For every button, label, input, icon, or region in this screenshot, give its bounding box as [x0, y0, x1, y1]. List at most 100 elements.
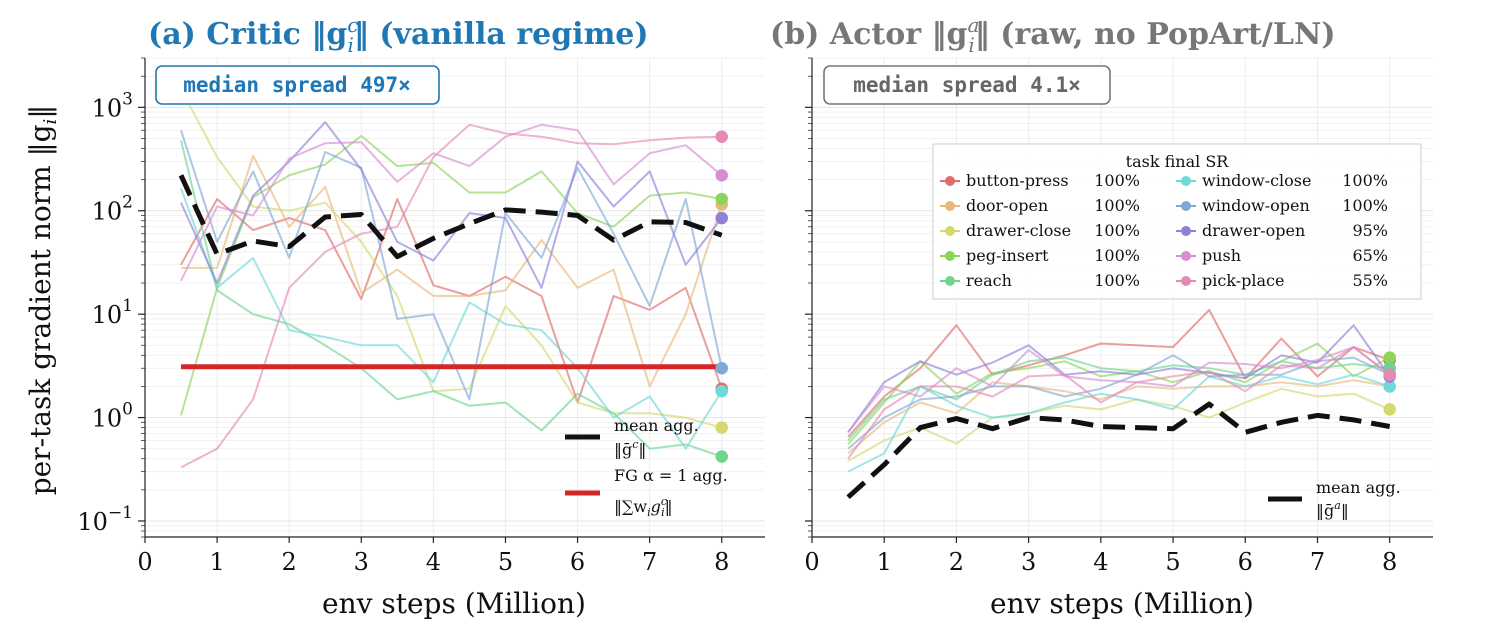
- critic-title: (a) Critic ‖gc i‖ (vanilla regime): [148, 13, 649, 57]
- critic-x-tick-label: 6: [570, 548, 585, 576]
- critic-series-window-open: [180, 129, 723, 401]
- legend-sr-pick-place: 55%: [1352, 271, 1388, 290]
- legend-task-drawer-close: drawer-close: [966, 221, 1071, 240]
- critic-end-marker-pick-place: [715, 130, 728, 143]
- actor-agg-legend: mean agg. ‖ḡa‖: [1268, 478, 1401, 520]
- critic-series-drawer-open: [180, 121, 723, 289]
- critic-mean-norm-label: ‖ḡc‖: [614, 438, 646, 459]
- x-axis-label-critic: env steps (Million): [322, 587, 586, 620]
- critic-series-drawer-close: [180, 88, 722, 429]
- actor-spread-text: median spread 4.1×: [853, 73, 1081, 97]
- legend-sr-door-open: 100%: [1094, 196, 1140, 215]
- critic-spread-text: median spread 497×: [183, 73, 411, 97]
- legend-sr-window-close: 100%: [1342, 171, 1388, 190]
- legend-sr-peg-insert: 100%: [1094, 246, 1140, 265]
- y-tick-label: 101: [92, 296, 133, 329]
- legend-task-door-open: door-open: [966, 196, 1048, 215]
- critic-end-marker-peg-insert: [715, 192, 728, 206]
- legend-task-drawer-open: drawer-open: [1202, 221, 1305, 240]
- critic-x-tick-label: 2: [282, 548, 297, 576]
- actor-x-tick-label: 8: [1382, 548, 1397, 576]
- legend-marker-window-close: [1181, 176, 1191, 186]
- y-tick-label: 100: [92, 400, 133, 433]
- legend-task-push: push: [1202, 246, 1241, 265]
- actor-x-tick-label: 4: [1093, 548, 1108, 576]
- legend-sr-drawer-close: 100%: [1094, 221, 1140, 240]
- actor-series-push: [847, 346, 1391, 433]
- legend-task-reach: reach: [966, 271, 1012, 290]
- actor-x-tick-label: 3: [1021, 548, 1036, 576]
- legend-task-window-open: window-open: [1202, 196, 1310, 215]
- y-tick-label: 102: [92, 193, 133, 226]
- critic-end-marker-window-close: [715, 384, 728, 398]
- critic-mean-aggregate-line: [178, 174, 723, 260]
- critic-end-marker-drawer-close: [715, 421, 728, 434]
- critic-fg-norm-label: ‖∑wigc i‖: [614, 495, 673, 519]
- legend-marker-reach: [945, 276, 955, 286]
- actor-spread-box: median spread 4.1×: [823, 65, 1111, 105]
- critic-end-marker-drawer-open: [715, 211, 728, 225]
- legend-sr-button-press: 100%: [1094, 171, 1140, 190]
- legend-marker-button-press: [945, 176, 955, 186]
- actor-series-window-close: [847, 373, 1391, 473]
- critic-series-push: [180, 123, 723, 282]
- actor-end-marker-drawer-close: [1383, 403, 1396, 416]
- critic-end-marker-reach: [715, 450, 728, 463]
- critic-mean-label: mean agg.: [614, 416, 699, 435]
- actor-x-tick-label: 6: [1238, 548, 1253, 576]
- legend-marker-peg-insert: [945, 251, 955, 261]
- critic-fg-label: FG α = 1 agg.: [614, 466, 728, 485]
- legend-marker-window-open: [1181, 201, 1191, 211]
- actor-mean-aggregate-line: [846, 401, 1391, 500]
- legend-sr-drawer-open: 95%: [1352, 221, 1388, 240]
- actor-series-drawer-open: [847, 324, 1391, 433]
- legend-task-pick-place: pick-place: [1202, 271, 1284, 290]
- y-tick-label: 10−1: [77, 503, 133, 536]
- legend-title: task final SR: [1126, 152, 1230, 171]
- actor-mean-norm-label: ‖ḡa‖: [1316, 499, 1349, 520]
- actor-series-drawer-close: [847, 387, 1391, 462]
- legend-marker-push: [1181, 251, 1191, 261]
- critic-x-tick-label: 8: [714, 548, 729, 576]
- critic-series-window-close: [180, 187, 723, 450]
- actor-end-marker-peg-insert: [1383, 351, 1396, 364]
- critic-panel: 0 1 2 3 4 5 6 7 8 10−1 100 101 102 103: [77, 57, 765, 576]
- task-legend: task final SR button-press 100% door-open 1…: [932, 143, 1422, 300]
- legend-sr-reach: 100%: [1094, 271, 1140, 290]
- critic-x-tick-label: 3: [354, 548, 369, 576]
- critic-x-tick-label: 0: [137, 548, 152, 576]
- critic-series-door-open: [181, 154, 723, 388]
- critic-series-reach: [180, 140, 723, 458]
- actor-series-button-press: [847, 308, 1391, 438]
- critic-series-button-press: [180, 198, 723, 404]
- legend-marker-pick-place: [1181, 276, 1191, 286]
- actor-x-tick-label: 0: [804, 548, 819, 576]
- legend-sr-push: 65%: [1352, 246, 1388, 265]
- critic-x-tick-label: 5: [498, 548, 513, 576]
- critic-series-pick-place: [180, 123, 722, 469]
- legend-sr-window-open: 100%: [1342, 196, 1388, 215]
- y-tick-label: 103: [92, 89, 133, 122]
- critic-agg-legend: mean agg. ‖ḡc‖ FG α = 1 agg. ‖∑wigc i‖: [565, 416, 728, 519]
- legend-marker-door-open: [945, 201, 955, 211]
- actor-title: (b) Actor ‖ga i‖ (raw, no PopArt/LN): [770, 13, 1336, 57]
- actor-series-pick-place: [847, 346, 1391, 460]
- actor-x-tick-label: 2: [949, 548, 964, 576]
- actor-x-tick-label: 7: [1310, 548, 1325, 576]
- actor-x-tick-label: 5: [1165, 548, 1180, 576]
- actor-x-tick-label: 1: [877, 548, 892, 576]
- critic-x-tick-label: 4: [426, 548, 441, 576]
- legend-marker-drawer-open: [1181, 226, 1191, 236]
- critic-end-marker-push: [715, 169, 728, 182]
- critic-spread-box: median spread 497×: [155, 65, 440, 105]
- legend-task-window-close: window-close: [1202, 171, 1311, 190]
- legend-task-peg-insert: peg-insert: [966, 246, 1049, 265]
- y-axis-label: per-task gradient norm ‖gi‖: [24, 105, 61, 496]
- actor-mean-label: mean agg.: [1316, 478, 1401, 497]
- critic-x-tick-label: 1: [209, 548, 224, 576]
- legend-marker-drawer-close: [945, 226, 955, 236]
- actor-end-marker-pick-place: [1383, 368, 1396, 381]
- x-axis-label-actor: env steps (Million): [990, 587, 1254, 620]
- legend-task-button-press: button-press: [966, 171, 1069, 190]
